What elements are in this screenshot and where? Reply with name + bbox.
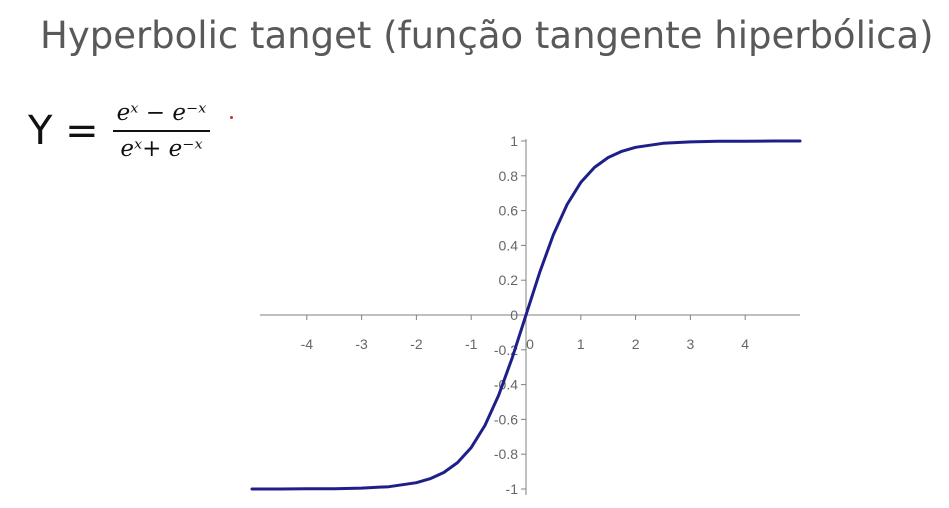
formula-lhs: Y = — [28, 108, 99, 154]
y-tick-label: 0.4 — [499, 237, 519, 253]
formula-fraction: eˣ − e⁻ˣ eˣ+ e⁻ˣ — [112, 100, 211, 162]
formula-denominator: eˣ+ e⁻ˣ — [120, 136, 203, 162]
axes-layer — [260, 139, 800, 495]
formula-numerator: eˣ − e⁻ˣ — [116, 100, 207, 126]
x-tick-label: -2 — [410, 336, 423, 352]
x-tick-label: 1 — [577, 336, 585, 352]
y-tick-label: 0.2 — [499, 272, 519, 288]
red-dot-mark — [230, 116, 233, 119]
y-tick-label: -1 — [506, 481, 519, 497]
x-tick-label: 0 — [526, 336, 534, 352]
x-tick-label: 4 — [741, 336, 749, 352]
ticks-layer: -4 -3 -2 -1 1 2 3 40-1-0.8-0.6-0.4-0.200.20.40.… — [301, 133, 750, 497]
x-tick-label: 2 — [632, 336, 640, 352]
y-tick-label: 0 — [510, 307, 518, 323]
y-tick-label: -0.6 — [494, 411, 518, 427]
fraction-bar — [112, 130, 211, 132]
y-tick-label: -0.8 — [494, 446, 518, 462]
x-tick-label: -1 — [465, 336, 478, 352]
y-tick-label: 0.6 — [499, 203, 519, 219]
slide-title: Hyperbolic tanget (função tangente hiper… — [40, 14, 934, 57]
tanh-formula: Y = eˣ − e⁻ˣ eˣ+ e⁻ˣ — [28, 100, 211, 162]
x-tick-label: 3 — [687, 336, 695, 352]
x-tick-label: -3 — [355, 336, 368, 352]
y-tick-label: 0.8 — [499, 168, 519, 184]
x-tick-label: -4 — [301, 336, 314, 352]
series-layer — [250, 139, 802, 491]
y-tick-label: 1 — [510, 133, 518, 149]
tanh-series-line — [250, 139, 802, 491]
